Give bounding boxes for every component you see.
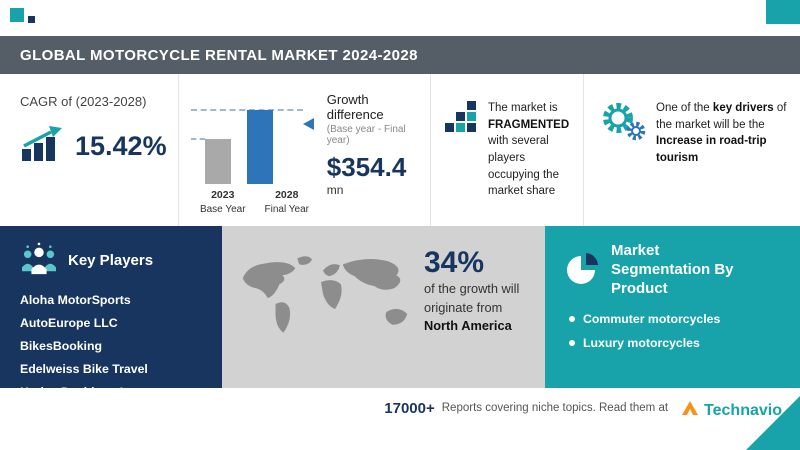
growth-difference-value: $354.4 bbox=[326, 152, 407, 182]
segmentation-panel: Market Segmentation By Product Commuter … bbox=[545, 226, 800, 388]
key-driver-text: One of the key drivers of the market wil… bbox=[656, 102, 787, 165]
segmentation-list: Commuter motorcycles Luxury motorcycles bbox=[569, 312, 788, 350]
key-driver-section: One of the key drivers of the market wil… bbox=[584, 74, 800, 226]
growth-difference-section: 2023 Base Year 2028 Final Year Growth di… bbox=[179, 74, 431, 226]
base-year-bar bbox=[204, 139, 231, 184]
technavio-logo-text: Technavio bbox=[704, 401, 782, 419]
reports-count: 17000+ bbox=[384, 400, 435, 417]
fragmented-text: The market is FRAGMENTED with several pl… bbox=[488, 102, 570, 198]
region-growth-value: 34% bbox=[424, 246, 485, 279]
people-group-icon bbox=[20, 242, 58, 281]
decor-square-teal bbox=[10, 8, 24, 22]
pie-chart-icon bbox=[565, 250, 601, 291]
decor-square-navy bbox=[28, 16, 35, 23]
footer-text: Reports covering niche topics. Read them… bbox=[441, 402, 669, 414]
growth-difference-subtitle: (Base year - Final year) bbox=[326, 124, 406, 146]
technavio-logo-icon bbox=[681, 400, 699, 421]
key-players-panel: Key Players Aloha MotorSports AutoEurope… bbox=[0, 226, 222, 399]
base-year-label: 2023 Base Year bbox=[199, 189, 246, 215]
list-item: Edelweiss Bike Travel bbox=[20, 362, 148, 376]
decor-bottom-right-triangle bbox=[746, 396, 800, 450]
bullet-dot bbox=[569, 316, 575, 323]
list-item: Luxury motorcycles bbox=[569, 336, 788, 350]
bar-chart-growth-icon bbox=[20, 125, 66, 168]
page-title: GLOBAL MOTORCYCLE RENTAL MARKET 2024-202… bbox=[20, 46, 418, 64]
final-year-bar bbox=[246, 110, 273, 184]
region-panel: 34% of the growth will originate from No… bbox=[222, 226, 545, 388]
cagr-section: CAGR of (2023-2028) 15.42% bbox=[0, 74, 179, 226]
list-item: Commuter motorcycles bbox=[569, 312, 788, 326]
region-growth-text: of the growth will originate from North … bbox=[424, 281, 520, 334]
gears-icon bbox=[600, 100, 646, 226]
growth-arrow-icon bbox=[302, 118, 314, 130]
technavio-logo: Technavio bbox=[681, 400, 782, 421]
cagr-label: CAGR of (2023-2028) bbox=[20, 94, 147, 109]
key-players-title: Key Players bbox=[68, 252, 154, 270]
stats-row: CAGR of (2023-2028) 15.42% bbox=[0, 74, 800, 226]
world-map-graphic bbox=[228, 238, 426, 373]
market-fragments-icon bbox=[445, 100, 479, 226]
segmentation-title: Market Segmentation By Product bbox=[611, 242, 734, 297]
middle-panels: Key Players Aloha MotorSports AutoEurope… bbox=[0, 226, 800, 399]
list-item: BikesBooking bbox=[20, 339, 102, 353]
bullet-dot bbox=[569, 340, 575, 347]
growth-difference-unit: mn bbox=[326, 183, 344, 197]
list-item: Harley Davidson Inc. bbox=[20, 385, 141, 399]
header-bar: GLOBAL MOTORCYCLE RENTAL MARKET 2024-202… bbox=[0, 36, 800, 74]
final-year-label: 2028 Final Year bbox=[264, 189, 309, 215]
footer-bar: 17000+ Reports covering niche topics. Re… bbox=[0, 388, 800, 450]
growth-difference-title: Growth difference bbox=[326, 92, 384, 122]
dashed-guide-base bbox=[190, 138, 205, 140]
region-name: North America bbox=[424, 318, 512, 334]
cagr-value: 15.42% bbox=[75, 131, 167, 161]
decor-top-right bbox=[766, 0, 800, 24]
year-bar-chart bbox=[190, 88, 319, 184]
fragmented-section: The market is FRAGMENTED with several pl… bbox=[431, 74, 584, 226]
key-players-list: Aloha MotorSports AutoEurope LLC BikesBo… bbox=[20, 293, 208, 399]
list-item: AutoEurope LLC bbox=[20, 316, 118, 330]
list-item: Aloha MotorSports bbox=[20, 293, 131, 307]
